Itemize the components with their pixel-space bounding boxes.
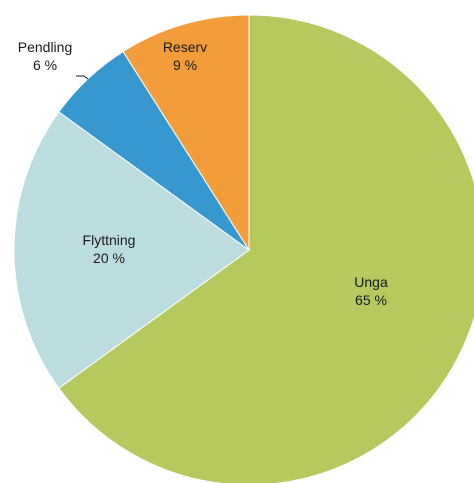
slice-value-flyttning: 20 % — [93, 250, 125, 266]
pie-slice-unga — [58, 14, 474, 483]
pie-slice-flyttning — [13, 111, 250, 389]
slice-label-unga: Unga — [354, 274, 388, 290]
pie-slices — [13, 14, 474, 483]
slice-label-flyttning: Flyttning — [83, 232, 136, 248]
slice-label-reserv: Reserv — [163, 39, 207, 55]
slice-value-pendling: 6 % — [33, 57, 57, 73]
leader-line-pendling — [76, 75, 89, 80]
pie-slice-reserv — [122, 14, 250, 252]
slice-value-unga: 65 % — [355, 292, 387, 308]
pie-labels: Unga 65 % Flyttning 20 % Pendling 6 % Reserv 9 … — [18, 39, 388, 308]
slice-label-pendling: Pendling — [18, 39, 73, 55]
slice-value-reserv: 9 % — [173, 57, 197, 73]
